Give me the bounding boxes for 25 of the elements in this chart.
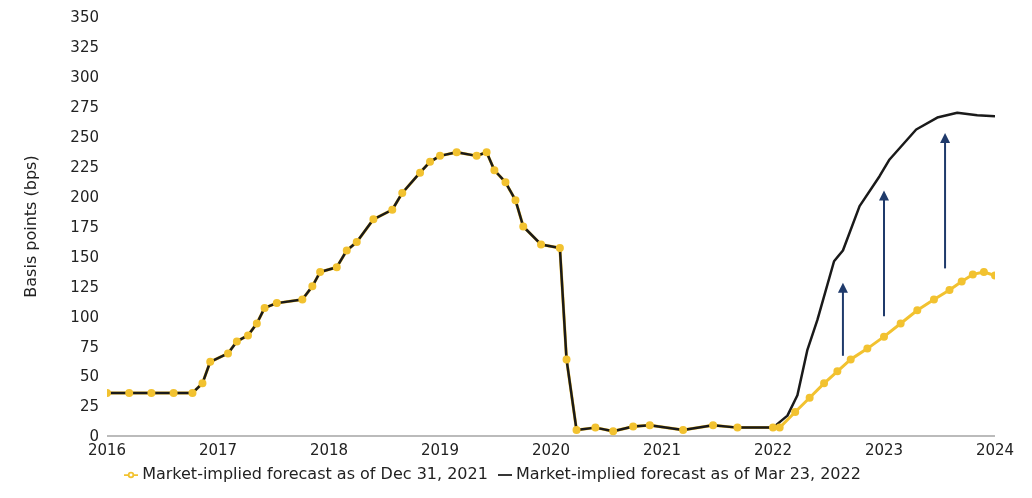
legend-label: Market-implied forecast as of Mar 23, 2022 [515, 464, 861, 483]
y-tick-label: 150 [70, 247, 99, 266]
x-tick-label: 2017 [198, 440, 238, 459]
x-tick-label: 2023 [864, 440, 904, 459]
y-tick-label: 200 [70, 187, 99, 206]
y-axis-title: Basis points (bps) [20, 155, 40, 298]
y-tick-label: 250 [70, 128, 99, 147]
legend-label: Market-implied forecast as of Dec 31, 2021 [142, 464, 488, 483]
x-tick-label: 2021 [642, 440, 682, 459]
y-tick-label: 125 [70, 277, 99, 296]
y-tick-label: 275 [70, 98, 99, 117]
x-tick-label: 2024 [975, 440, 1015, 459]
y-tick-label: 300 [70, 68, 99, 87]
x-tick-label: 2019 [420, 440, 460, 459]
x-tick-label: 2020 [531, 440, 571, 459]
x-tick-label: 2022 [753, 440, 793, 459]
y-tick-label: 325 [70, 38, 99, 57]
y-tick-label: 100 [70, 307, 99, 326]
y-tick-label: 50 [79, 367, 99, 386]
y-tick-label: 75 [79, 337, 99, 356]
y-tick-label: 350 [70, 8, 99, 27]
y-tick-label: 25 [79, 397, 99, 416]
y-tick-label: 225 [70, 157, 99, 176]
y-tick-label: 175 [70, 217, 99, 236]
x-tick-label: 2018 [309, 440, 349, 459]
